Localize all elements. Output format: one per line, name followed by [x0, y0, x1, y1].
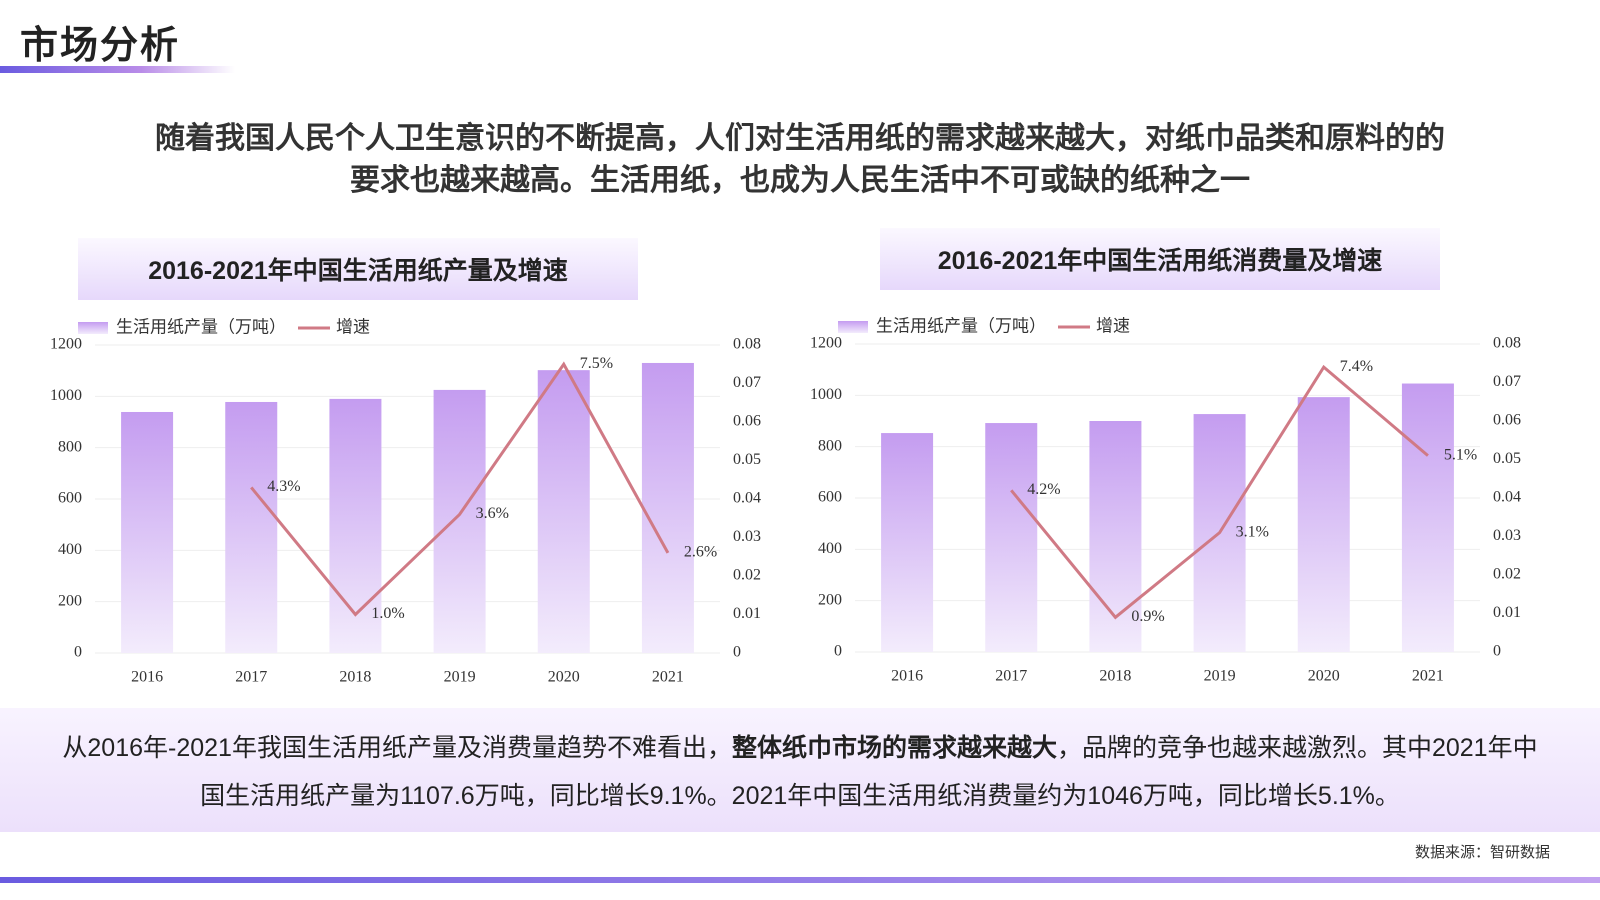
intro-line: 随着我国人民个人卫生意识的不断提高，人们对生活用纸的需求越来越大，对纸巾品类和原… [155, 122, 1445, 155]
legend-swatch [838, 321, 868, 333]
x-tick-label: 2016 [131, 669, 163, 686]
y-tick-label: 600 [818, 489, 842, 506]
x-tick-label: 2018 [339, 669, 371, 686]
data-label: 7.5% [580, 355, 613, 372]
title-underline [0, 66, 235, 73]
data-label: 5.1% [1444, 446, 1477, 463]
intro-line: 要求也越来越高。生活用纸，也成为人民生活中不可或缺的纸种之一 [350, 164, 1250, 197]
y2-tick-label: 0.07 [1493, 373, 1521, 390]
x-tick-label: 2018 [1099, 668, 1131, 685]
y2-tick-label: 0 [1493, 643, 1501, 660]
bar [1401, 383, 1454, 652]
data-label: 4.3% [267, 478, 300, 495]
bar [121, 411, 174, 653]
y2-tick-label: 0.06 [733, 413, 761, 430]
bar [537, 370, 590, 653]
legend-label: 生活用纸产量（万吨） [876, 316, 1046, 335]
bar [225, 401, 278, 653]
legend-label: 增速 [1096, 316, 1130, 335]
line [1010, 364, 1429, 620]
y-tick-label: 600 [58, 490, 82, 507]
x-tick-label: 2020 [548, 669, 580, 686]
y-tick-label: 200 [818, 591, 842, 608]
bar [985, 423, 1038, 652]
x-tick-label: 2019 [444, 669, 476, 686]
chart-title: 2016-2021年中国生活用纸消费量及增速 [880, 228, 1440, 290]
y-tick-label: 1000 [50, 387, 82, 404]
legend-label: 增速 [336, 317, 370, 336]
x-tick-label: 2021 [1412, 668, 1444, 685]
line [250, 361, 670, 617]
y-tick-label: 400 [818, 540, 842, 557]
y-tick-label: 800 [58, 438, 82, 455]
x-tick-label: 2016 [891, 668, 923, 685]
intro: 随着我国人民个人卫生意识的不断提高，人们对生活用纸的需求越来越大，对纸巾品类和原… [40, 118, 1560, 202]
data-label: 4.2% [1027, 481, 1060, 498]
y-tick-label: 200 [58, 592, 82, 609]
y2-tick-label: 0.06 [1493, 412, 1521, 429]
bar [1297, 397, 1350, 652]
summary-text: 从2016年-2021年我国生活用纸产量及消费量趋势不难看出， [62, 734, 732, 762]
summary-text: ，品牌的竞争也越来越激烈。其中2021年中国生活用纸产量为1107.6万吨，同比… [200, 734, 1538, 810]
y2-tick-label: 0.04 [733, 490, 761, 507]
data-label: 1.0% [371, 605, 404, 622]
y2-tick-label: 0.08 [1493, 335, 1521, 352]
summary-band [0, 708, 1600, 832]
y-tick-label: 0 [834, 643, 842, 660]
y2-tick-label: 0.05 [1493, 450, 1521, 467]
y2-tick-label: 0.02 [1493, 566, 1521, 583]
bar [433, 389, 486, 653]
bar [329, 398, 382, 653]
data-label: 3.1% [1236, 523, 1269, 540]
y-tick-label: 0 [74, 644, 82, 661]
legend-swatch [78, 322, 108, 334]
y-tick-label: 800 [818, 437, 842, 454]
data-label: 3.6% [476, 505, 509, 522]
legend-label: 生活用纸产量（万吨） [116, 317, 286, 336]
y2-tick-label: 0.01 [1493, 604, 1521, 621]
page-title: 市场分析 [20, 25, 181, 67]
y2-tick-label: 0.04 [1493, 489, 1521, 506]
summary-emphasis: 整体纸巾市场的需求越来越大 [731, 734, 1057, 762]
x-tick-label: 2019 [1204, 668, 1236, 685]
y2-tick-label: 0.03 [1493, 527, 1521, 544]
x-tick-label: 2017 [235, 669, 267, 686]
source: 数据来源：智研数据 [1414, 844, 1550, 861]
y-tick-label: 1200 [810, 335, 842, 352]
y2-tick-label: 0.01 [733, 605, 761, 622]
data-label: 7.4% [1340, 358, 1373, 375]
y2-tick-label: 0.07 [733, 374, 761, 391]
summary: 从2016年-2021年我国生活用纸产量及消费量趋势不难看出，整体纸巾市场的需求… [60, 724, 1540, 820]
bar [1089, 421, 1142, 652]
data-label: 0.9% [1131, 608, 1164, 625]
x-tick-label: 2017 [995, 668, 1027, 685]
bottom-line [0, 877, 1600, 883]
y-tick-label: 1000 [810, 386, 842, 403]
bar [641, 362, 694, 653]
y2-tick-label: 0.02 [733, 567, 761, 584]
x-tick-label: 2021 [652, 669, 684, 686]
bar [881, 433, 934, 652]
y2-tick-label: 0.08 [733, 336, 761, 353]
x-tick-label: 2020 [1308, 668, 1340, 685]
y-tick-label: 1200 [50, 336, 82, 353]
y2-tick-label: 0 [733, 644, 741, 661]
data-label: 2.6% [684, 544, 717, 561]
y2-tick-label: 0.03 [733, 528, 761, 545]
chart-title: 2016-2021年中国生活用纸产量及增速 [78, 238, 638, 300]
y-tick-label: 400 [58, 541, 82, 558]
y2-tick-label: 0.05 [733, 451, 761, 468]
